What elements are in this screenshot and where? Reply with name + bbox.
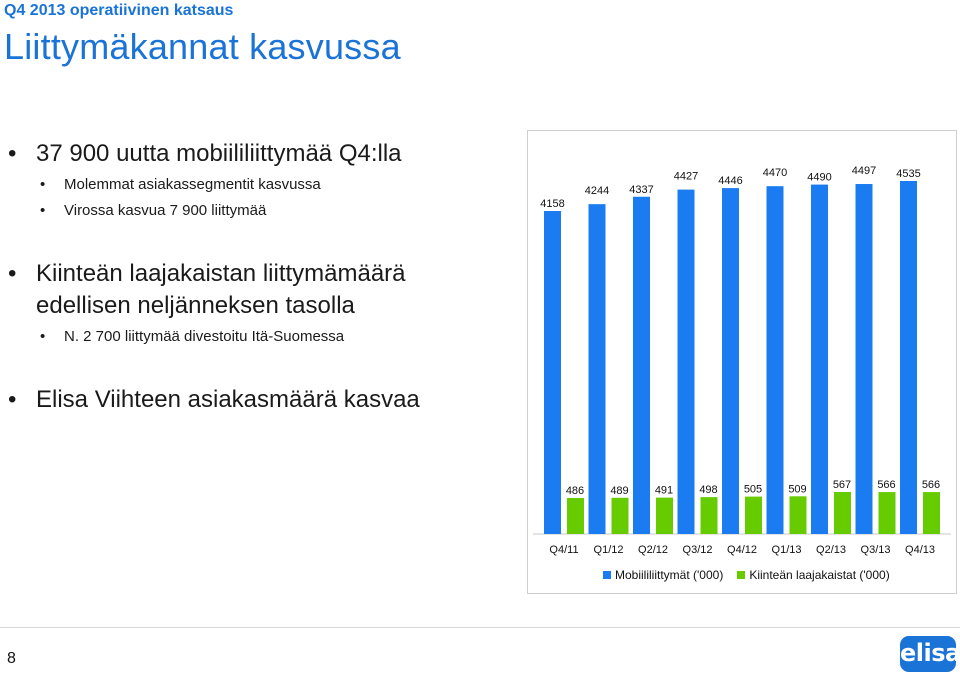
bar-mobile xyxy=(855,184,873,534)
data-label-broadband: 505 xyxy=(744,484,762,496)
bullet-text: 37 900 uutta mobiililiittymää Q4:lla xyxy=(36,140,402,167)
bar-broadband xyxy=(789,496,807,534)
bullet-text: Elisa Viihteen asiakasmäärä kasvaa xyxy=(36,386,420,413)
bar-broadband xyxy=(834,492,851,534)
sub-bullet-estonia: • Virossa kasvua 7 900 liittymää xyxy=(40,202,267,219)
x-tick-label: Q3/12 xyxy=(683,544,713,556)
data-label-mobile: 4427 xyxy=(674,171,698,183)
bar-mobile xyxy=(633,196,650,534)
bullet-broadband-line1: • Kiinteän laajakaistan liittymämäärä xyxy=(8,260,406,288)
bar-mobile xyxy=(677,189,695,534)
bullet-text: Kiinteän laajakaistan liittymämäärä xyxy=(36,260,406,287)
bar-broadband xyxy=(745,496,762,534)
bar-broadband xyxy=(878,492,896,534)
data-label-broadband: 567 xyxy=(833,479,851,491)
legend-item-broadband: Kiinteän laajakaistat ('000) xyxy=(737,568,890,582)
bullet-dot: • xyxy=(8,386,17,413)
bullet-dot: • xyxy=(8,260,17,287)
bar-broadband xyxy=(656,497,673,534)
bar-broadband xyxy=(611,497,629,534)
slide-title: Liittymäkannat kasvussa xyxy=(4,26,401,67)
subscriptions-chart: 4158 486 Q4/11 4244 489 Q1/12 4337 491 Q2/12 4427… xyxy=(527,130,957,594)
legend-swatch-broadband xyxy=(737,571,746,579)
bullet-dot: • xyxy=(40,328,46,345)
elisa-logo: elisa xyxy=(900,636,960,672)
bar-broadband xyxy=(923,492,940,534)
data-label-mobile: 4446 xyxy=(718,175,742,187)
bar-mobile xyxy=(766,186,784,534)
bar-mobile xyxy=(722,188,739,535)
bullet-dot: • xyxy=(40,202,46,219)
data-label-broadband: 509 xyxy=(788,483,806,495)
chart-legend: Mobiililiittymät ('000) Kiinteän laajaka… xyxy=(603,568,904,582)
x-tick-label: Q2/12 xyxy=(638,544,668,556)
x-tick-label: Q3/13 xyxy=(861,544,891,556)
bullet-dot: • xyxy=(8,140,17,167)
chart-canvas: 4158 486 Q4/11 4244 489 Q1/12 4337 491 Q2/12 4427… xyxy=(533,165,951,556)
data-label-broadband: 498 xyxy=(699,484,717,496)
legend-swatch-mobile xyxy=(603,571,611,579)
sub-bullet-divested: • N. 2 700 liittymää divestoitu Itä-Suom… xyxy=(40,328,345,345)
data-label-mobile: 4490 xyxy=(807,172,831,184)
data-label-mobile: 4244 xyxy=(585,185,609,197)
bullet-text: Virossa kasvua 7 900 liittymää xyxy=(64,202,267,219)
bar-mobile xyxy=(588,204,606,534)
data-label-broadband: 491 xyxy=(655,485,673,497)
footer-divider xyxy=(0,627,960,628)
bar-broadband xyxy=(567,498,584,534)
data-label-broadband: 566 xyxy=(922,479,940,491)
sub-bullet-segments: • Molemmat asiakassegmentit kasvussa xyxy=(40,176,321,193)
bar-broadband xyxy=(700,497,718,534)
x-tick-label: Q4/13 xyxy=(905,544,935,556)
presentation-kicker: Q4 2013 operatiivinen katsaus xyxy=(4,2,234,19)
bullet-text: edellisen neljänneksen tasolla xyxy=(36,292,355,319)
legend-item-mobile: Mobiililiittymät ('000) xyxy=(603,568,723,582)
x-tick-label: Q2/13 xyxy=(816,544,846,556)
bullet-text: N. 2 700 liittymää divestoitu Itä-Suomes… xyxy=(64,328,345,345)
legend-label-broadband: Kiinteän laajakaistat ('000) xyxy=(749,568,890,582)
x-tick-label: Q4/12 xyxy=(727,544,757,556)
x-tick-label: Q4/11 xyxy=(549,544,578,556)
legend-label-mobile: Mobiililiittymät ('000) xyxy=(615,568,724,582)
bullet-dot: • xyxy=(40,176,46,193)
data-label-mobile: 4535 xyxy=(896,168,920,180)
data-label-mobile: 4337 xyxy=(629,184,653,196)
data-label-mobile: 4470 xyxy=(763,167,787,179)
bar-mobile xyxy=(811,184,828,534)
x-tick-label: Q1/12 xyxy=(594,544,624,556)
page-number: 8 xyxy=(7,650,16,667)
data-label-mobile: 4158 xyxy=(540,198,564,210)
bullet-text: Molemmat asiakassegmentit kasvussa xyxy=(64,176,321,193)
bullet-mobile: • 37 900 uutta mobiililiittymää Q4:lla xyxy=(8,140,402,168)
data-label-broadband: 486 xyxy=(566,485,584,497)
bar-mobile xyxy=(544,211,561,534)
data-label-broadband: 489 xyxy=(610,485,628,497)
bullet-viihde: • Elisa Viihteen asiakasmäärä kasvaa xyxy=(8,386,420,414)
x-tick-label: Q1/13 xyxy=(772,544,802,556)
data-label-mobile: 4497 xyxy=(852,165,876,177)
data-label-broadband: 566 xyxy=(877,479,895,491)
bar-mobile xyxy=(900,181,917,534)
bullet-broadband-line2: edellisen neljänneksen tasolla xyxy=(36,292,355,320)
